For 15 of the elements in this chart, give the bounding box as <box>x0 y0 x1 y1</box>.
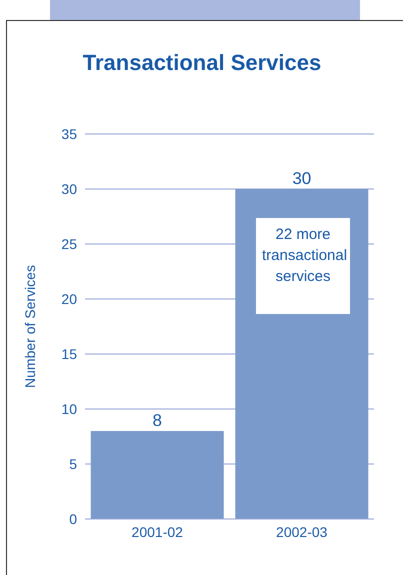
data-label: 30 <box>292 169 312 188</box>
y-tick-label: 35 <box>61 126 78 142</box>
data-label: 8 <box>152 411 162 430</box>
y-tick-label: 0 <box>69 510 78 527</box>
chart-title: Transactional Services <box>82 50 322 76</box>
y-axis-title: Number of Services <box>22 265 38 388</box>
annotation: 22 more transactional services <box>262 225 348 287</box>
y-tick-label: 20 <box>61 290 78 307</box>
y-tick-label: 25 <box>61 236 78 252</box>
y-tick-label: 30 <box>61 180 78 197</box>
y-tick-label: 5 <box>69 456 78 472</box>
x-tick-label: 2002-03 <box>276 524 328 540</box>
y-tick-label: 15 <box>61 346 78 362</box>
y-tick-label: 10 <box>61 400 78 417</box>
x-tick-label: 2001-02 <box>132 524 184 540</box>
